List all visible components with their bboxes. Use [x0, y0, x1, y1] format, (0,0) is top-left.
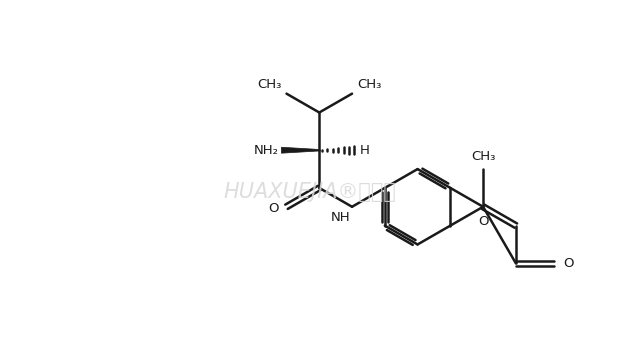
- Text: NH: NH: [330, 211, 350, 224]
- Text: O: O: [564, 257, 574, 270]
- Polygon shape: [282, 147, 319, 153]
- Text: CH₃: CH₃: [257, 78, 282, 91]
- Text: CH₃: CH₃: [471, 150, 495, 163]
- Text: CH₃: CH₃: [357, 78, 381, 91]
- Text: NH₂: NH₂: [253, 144, 278, 157]
- Text: HUAXUEJIA®化学加: HUAXUEJIA®化学加: [223, 182, 397, 202]
- Text: O: O: [478, 215, 488, 228]
- Text: O: O: [268, 202, 278, 215]
- Text: H: H: [360, 144, 370, 157]
